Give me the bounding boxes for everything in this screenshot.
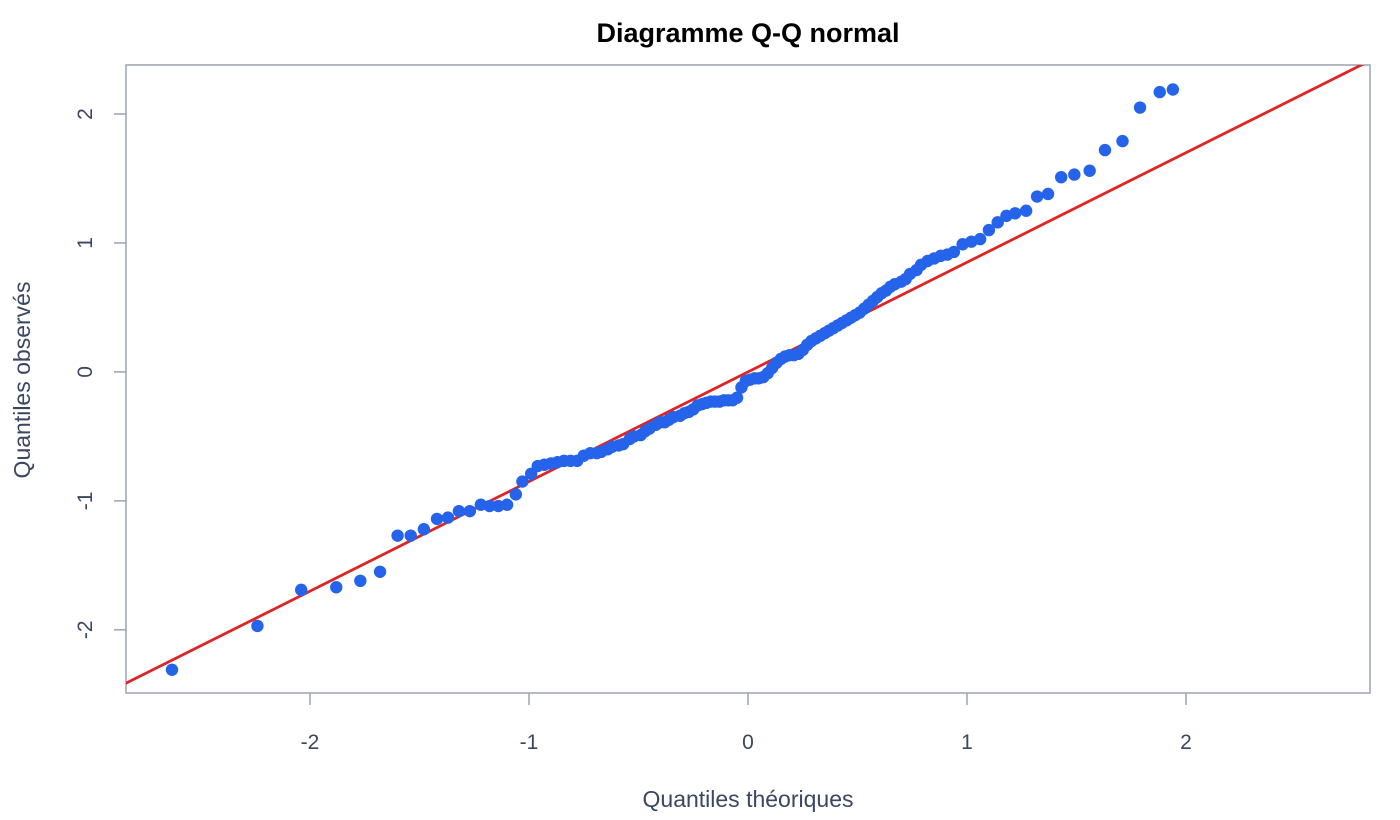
data-point bbox=[1008, 207, 1022, 220]
y-tick-label: 2 bbox=[74, 108, 97, 120]
data-point bbox=[251, 619, 264, 633]
data-point bbox=[1068, 168, 1081, 181]
data-point bbox=[1041, 187, 1055, 201]
y-axis: -2 -1 0 1 2 bbox=[74, 108, 126, 639]
y-axis-label: Quantiles observés bbox=[9, 282, 35, 479]
x-tick-label: 1 bbox=[961, 731, 973, 754]
data-point bbox=[1030, 190, 1044, 203]
y-tick-label: -1 bbox=[74, 492, 97, 511]
x-tick-label: 0 bbox=[742, 731, 754, 754]
data-point bbox=[391, 529, 404, 542]
x-axis: -2 -1 0 1 2 bbox=[301, 693, 1192, 754]
data-point bbox=[441, 511, 455, 524]
data-point bbox=[430, 512, 444, 526]
data-point bbox=[417, 523, 431, 536]
data-point bbox=[483, 499, 496, 513]
y-tick-label: 0 bbox=[74, 366, 97, 378]
data-point bbox=[165, 663, 179, 676]
data-point bbox=[1083, 164, 1096, 177]
y-tick-label: -2 bbox=[74, 620, 97, 639]
x-tick-label: 2 bbox=[1180, 731, 1192, 754]
data-point bbox=[463, 504, 477, 518]
data-point bbox=[509, 488, 523, 501]
data-point bbox=[973, 232, 987, 246]
reference-line bbox=[126, 65, 1365, 685]
data-point bbox=[500, 498, 514, 511]
data-points bbox=[165, 83, 1180, 676]
data-point bbox=[330, 581, 343, 594]
data-point bbox=[452, 504, 466, 518]
data-point bbox=[516, 475, 529, 488]
data-point bbox=[982, 223, 996, 237]
data-point bbox=[1019, 204, 1033, 217]
data-point bbox=[1133, 101, 1147, 114]
data-point bbox=[373, 565, 387, 578]
x-tick-label: -2 bbox=[301, 731, 320, 754]
x-tick-label: -1 bbox=[520, 731, 539, 754]
data-point bbox=[1166, 83, 1180, 96]
data-point bbox=[1116, 134, 1129, 148]
chart-title: Diagramme Q-Q normal bbox=[596, 18, 899, 48]
data-point bbox=[354, 574, 367, 588]
data-point bbox=[1054, 170, 1068, 184]
y-tick-label: 1 bbox=[74, 237, 97, 249]
data-point bbox=[1098, 143, 1112, 157]
data-point bbox=[1153, 85, 1166, 99]
x-axis-label: Quantiles théoriques bbox=[643, 786, 854, 812]
data-point bbox=[404, 529, 417, 542]
data-point bbox=[295, 583, 308, 597]
data-point bbox=[730, 391, 744, 404]
data-point bbox=[991, 216, 1004, 229]
data-point bbox=[947, 245, 961, 259]
